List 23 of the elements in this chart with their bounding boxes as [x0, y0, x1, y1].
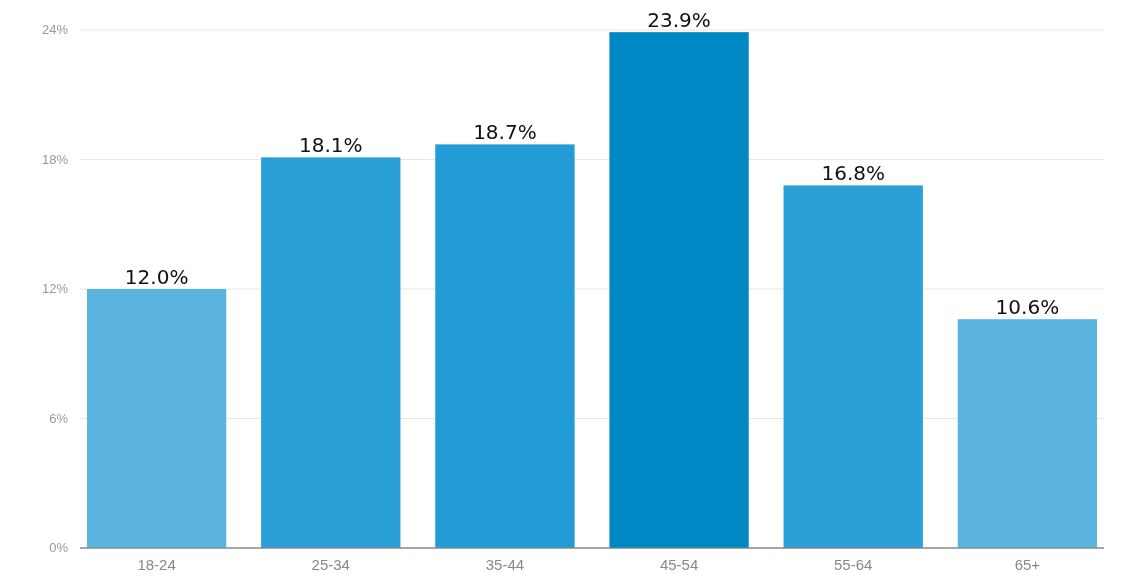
bar [609, 32, 749, 548]
bar [435, 144, 575, 548]
data-label: 18.7% [473, 120, 537, 145]
data-label: 10.6% [995, 295, 1060, 320]
x-tick-label: 25-34 [311, 556, 350, 573]
y-tick-label: 18% [41, 151, 69, 167]
x-tick-label: 45-54 [659, 556, 699, 573]
bar [783, 185, 923, 548]
bar [86, 289, 227, 548]
bar [261, 157, 401, 548]
data-label: 12.0% [124, 265, 189, 289]
y-tick-label: 24% [41, 22, 69, 37]
data-label: 16.8% [821, 161, 885, 186]
y-tick-label: 12% [41, 281, 69, 296]
y-tick-label: 6% [49, 410, 69, 426]
y-tick-label: 0% [49, 540, 69, 555]
x-tick-label: 35-44 [485, 556, 525, 573]
x-tick-label: 55-64 [834, 556, 873, 573]
bar [957, 319, 1098, 548]
x-tick-label: 18-24 [137, 556, 176, 573]
x-tick-label: 65+ [1014, 556, 1041, 573]
data-label: 18.1% [299, 133, 363, 158]
data-label: 23.9% [647, 8, 711, 33]
